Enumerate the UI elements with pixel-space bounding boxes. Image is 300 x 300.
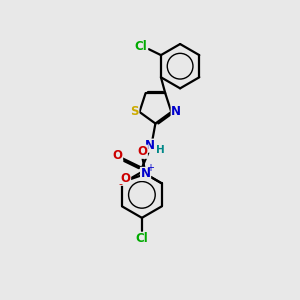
Text: -: - — [118, 179, 122, 189]
Text: S: S — [130, 105, 139, 119]
Text: O: O — [121, 172, 130, 185]
Text: O: O — [112, 148, 123, 162]
Text: O: O — [137, 145, 147, 158]
Text: N: N — [171, 105, 181, 119]
Text: +: + — [146, 163, 154, 173]
Text: Cl: Cl — [135, 40, 148, 53]
Text: H: H — [156, 145, 164, 155]
Text: N: N — [145, 139, 155, 152]
Text: Cl: Cl — [136, 232, 148, 245]
Text: N: N — [141, 167, 151, 180]
